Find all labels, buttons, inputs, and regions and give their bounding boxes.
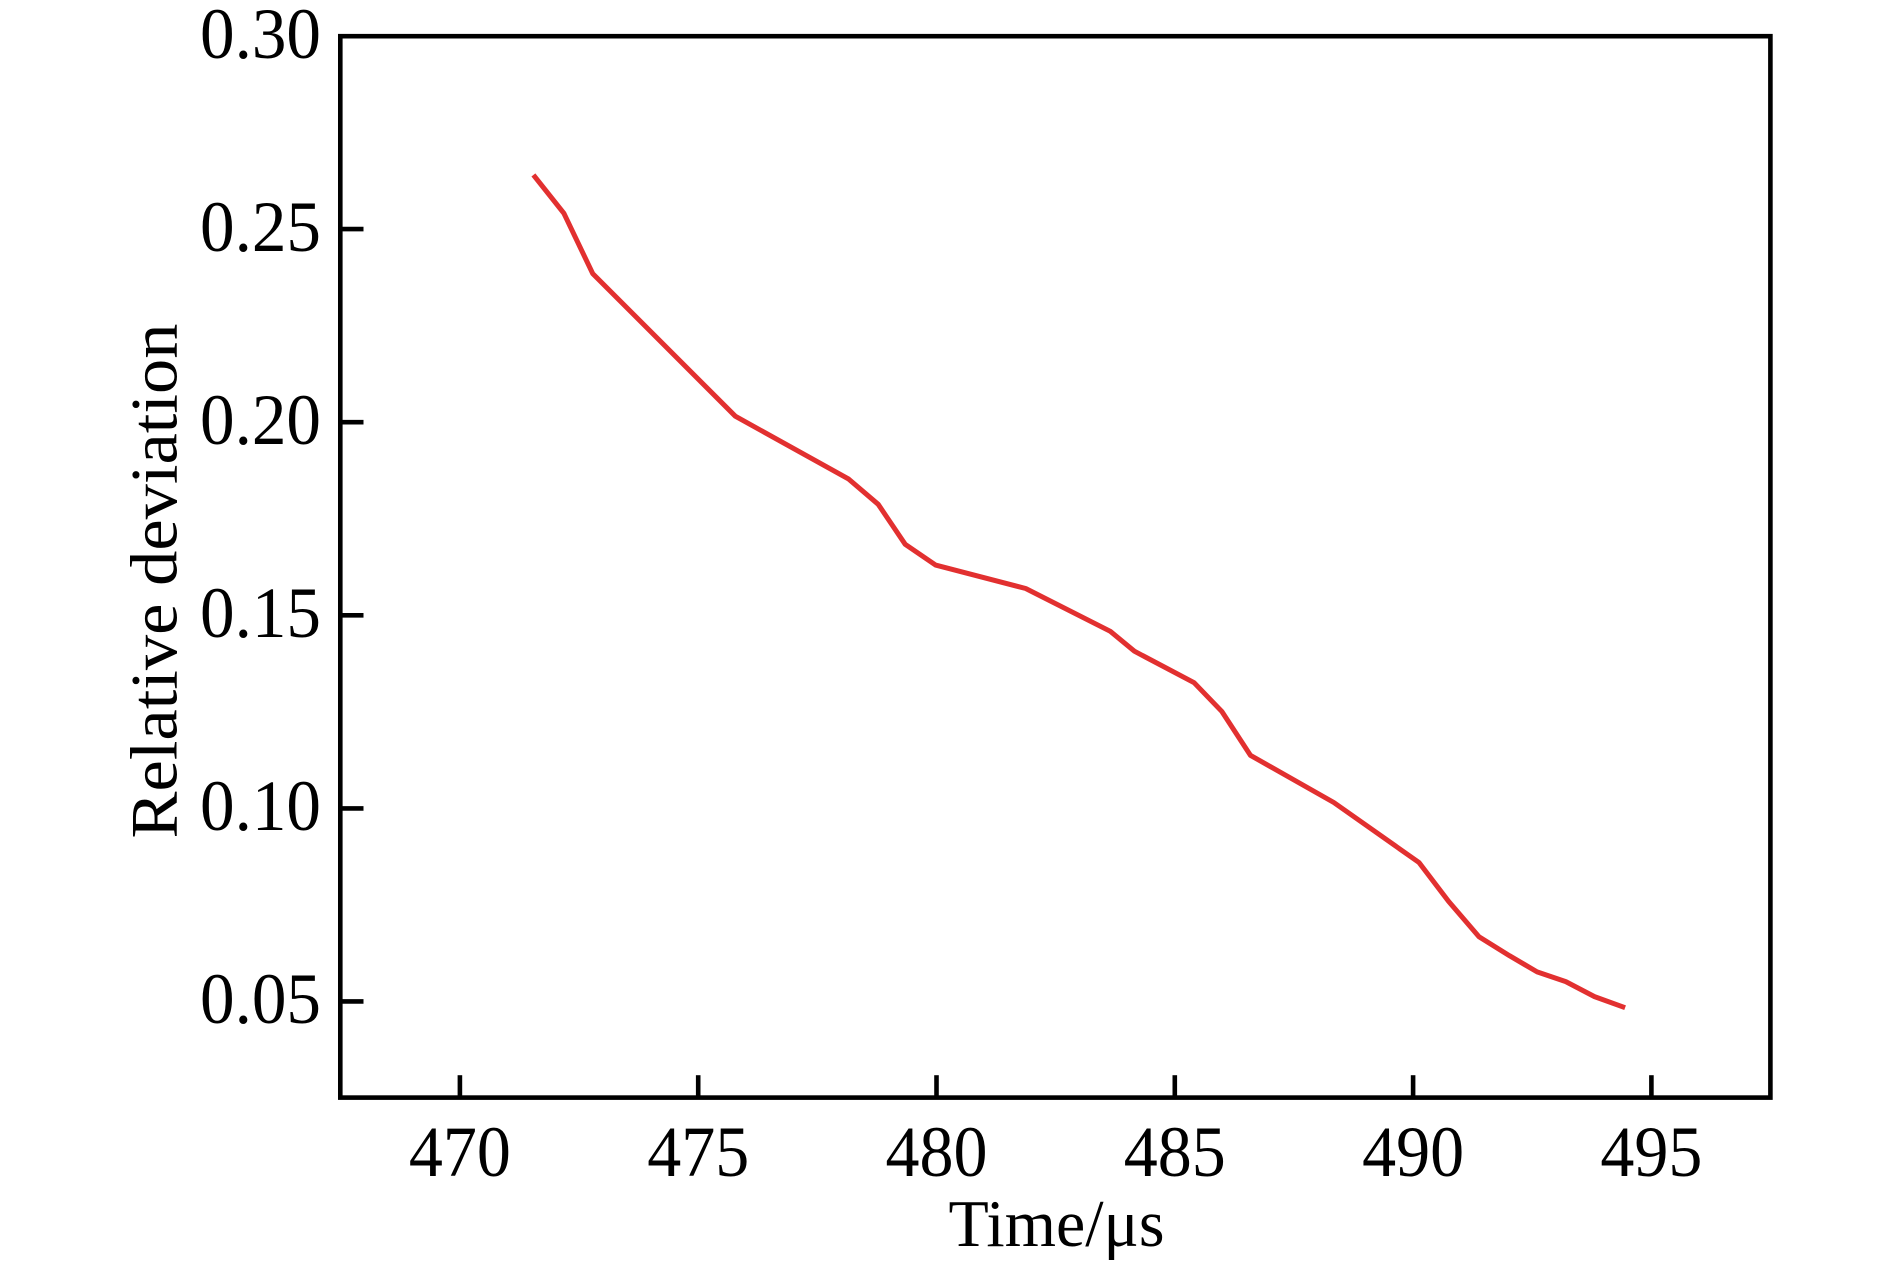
svg-text:485: 485 bbox=[1124, 1112, 1226, 1192]
svg-text:470: 470 bbox=[409, 1112, 511, 1192]
svg-text:0.20: 0.20 bbox=[200, 380, 321, 460]
svg-text:495: 495 bbox=[1600, 1112, 1702, 1192]
svg-text:480: 480 bbox=[886, 1112, 988, 1192]
svg-text:490: 490 bbox=[1362, 1112, 1464, 1192]
svg-text:0.30: 0.30 bbox=[200, 0, 321, 74]
svg-text:0.10: 0.10 bbox=[200, 766, 321, 846]
svg-text:0.15: 0.15 bbox=[200, 573, 321, 653]
svg-text:Time/μs: Time/μs bbox=[949, 1187, 1165, 1261]
svg-text:475: 475 bbox=[647, 1112, 749, 1192]
svg-text:0.05: 0.05 bbox=[200, 959, 321, 1039]
svg-text:Relative deviation: Relative deviation bbox=[118, 324, 192, 839]
svg-text:0.25: 0.25 bbox=[200, 187, 321, 267]
